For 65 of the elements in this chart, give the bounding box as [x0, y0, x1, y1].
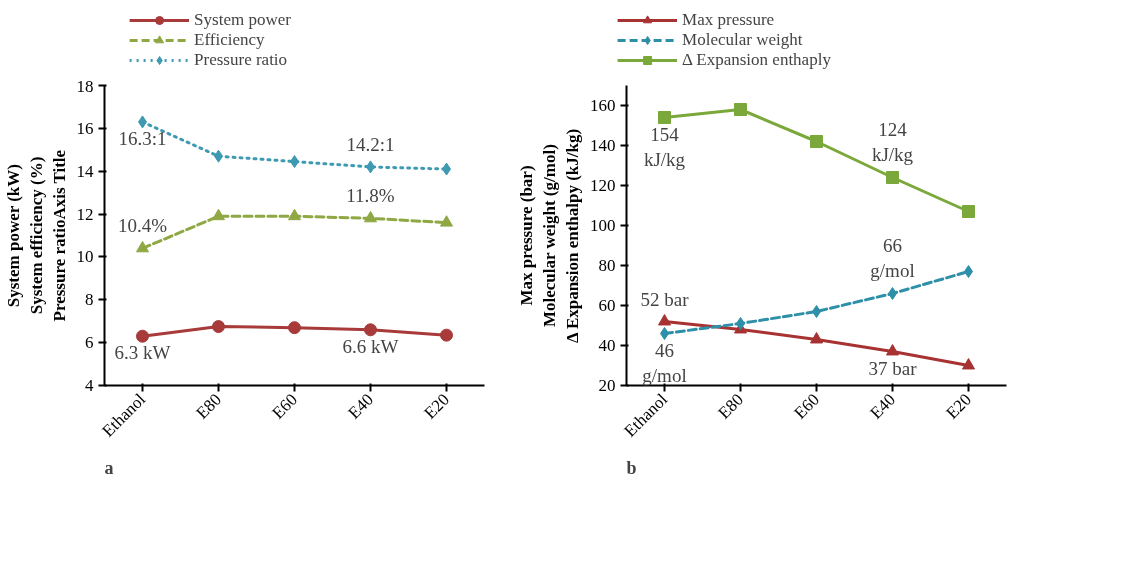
point: [810, 135, 823, 148]
point: [288, 321, 301, 335]
point: [364, 323, 377, 337]
legend-label: System power: [194, 10, 291, 30]
annotation: 46 g/mol: [642, 339, 687, 386]
point: [810, 332, 823, 344]
y-tick-label: 80: [598, 256, 616, 275]
annotation: 11.8%: [346, 185, 395, 207]
y-tick-label: 140: [590, 136, 616, 155]
y-tick-label: 10: [76, 247, 94, 267]
y-tick-label: 18: [76, 76, 94, 96]
annotation: 14.2:1: [346, 133, 395, 155]
y-axis-title: System power (kW) System efficiency (%) Pressure ratioAxis Title: [3, 149, 69, 322]
annotation: 37 bar: [868, 357, 918, 379]
point: [962, 358, 975, 370]
legend-label: Molecular weight: [682, 30, 803, 50]
y-tick-label: 20: [598, 376, 616, 395]
point: [658, 314, 671, 326]
point: [962, 205, 975, 218]
point: [136, 329, 149, 343]
point: [886, 344, 899, 356]
legend-label: Efficiency: [194, 30, 265, 50]
y-tick-label: 60: [598, 296, 616, 315]
annotation: 52 bar: [640, 288, 690, 310]
annotation: 6.3 kW: [114, 342, 171, 364]
point: [212, 208, 225, 221]
x-tick-label: E80: [714, 389, 748, 423]
legend-label: Δ Expansion enthaply: [682, 50, 831, 70]
x-tick-label: E60: [268, 389, 302, 423]
point: [136, 240, 149, 253]
text: a: [104, 457, 114, 478]
x-tick-label: E20: [942, 389, 976, 423]
y-axis-title: Max pressure (bar) Molecular weight (g/mol) Δ Expansion enthalpy (kJ/kg): [517, 128, 582, 344]
x-tick-label: E80: [192, 389, 226, 423]
point: [212, 320, 225, 334]
y-tick-label: 6: [85, 333, 94, 353]
point: [886, 171, 899, 184]
y-tick-label: 14: [76, 161, 94, 181]
annotation: 154 kJ/kg: [643, 123, 686, 170]
annotation: 16.3:1: [118, 127, 167, 149]
point: [658, 111, 671, 124]
y-tick-label: 40: [598, 336, 616, 355]
y-tick-label: 16: [76, 118, 94, 138]
annotation: 66 g/mol: [870, 235, 915, 282]
y-tick-label: 100: [590, 216, 616, 235]
point: [288, 208, 301, 221]
point: [364, 210, 377, 223]
annotation: 6.6 kW: [342, 335, 399, 357]
y-tick-label: 4: [85, 376, 94, 395]
legend-label: Max pressure: [682, 10, 775, 30]
x-tick-label: E60: [790, 389, 824, 423]
y-tick-label: 160: [590, 96, 616, 115]
point: [440, 328, 453, 342]
text: b: [626, 457, 637, 478]
x-tick-label: E40: [866, 389, 900, 423]
point: [440, 215, 453, 227]
point: [734, 103, 747, 116]
y-tick-label: 120: [590, 176, 616, 195]
x-tick-label: E20: [420, 389, 454, 423]
y-tick-label: 8: [85, 290, 94, 310]
x-tick-label: E40: [344, 389, 378, 423]
annotation: 10.4%: [117, 215, 168, 237]
annotation: 124 kJ/kg: [871, 119, 914, 166]
legend-label: Pressure ratio: [194, 50, 288, 70]
y-tick-label: 12: [76, 204, 94, 224]
